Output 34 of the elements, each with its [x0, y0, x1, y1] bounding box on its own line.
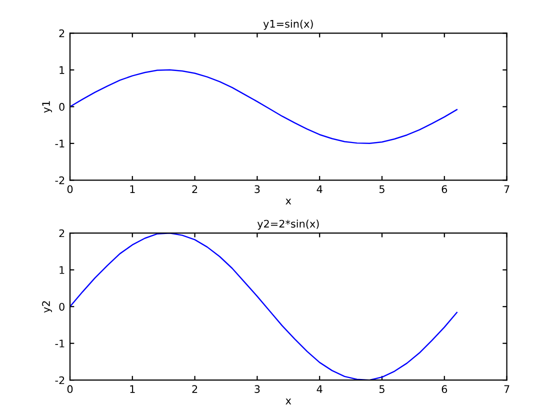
x-tick-label: 5	[379, 185, 384, 194]
x-tick-label: 5	[379, 385, 384, 394]
x-tick-label: 0	[67, 385, 73, 394]
x-tick-label: 7	[504, 185, 510, 193]
x-tick-label: 1	[130, 185, 135, 193]
y-tick-label: 2	[59, 229, 64, 238]
x-tick-label: 3	[254, 385, 260, 394]
x-tick-label: 4	[316, 185, 322, 193]
y-axis-title: y1	[42, 101, 52, 113]
x-axis-title: x	[286, 398, 292, 404]
x-tick-label: 4	[316, 385, 322, 393]
y-tick-label: 0	[59, 102, 64, 111]
chart-title: y2=2*sin(x)	[257, 220, 319, 230]
y-tick-label: 1	[60, 266, 64, 274]
x-tick-label: 0	[67, 185, 73, 194]
x-tick-label: 2	[192, 185, 198, 193]
x-tick-label: 6	[442, 385, 448, 394]
y-axis-title: y2	[42, 301, 52, 313]
y-tick-label: -1	[55, 140, 64, 148]
line-series	[70, 233, 458, 380]
x-tick-label: 3	[254, 185, 260, 194]
y-tick-label: -1	[55, 340, 64, 348]
x-tick-label: 6	[442, 185, 448, 194]
y-tick-label: 1	[60, 66, 64, 74]
y-tick-label: -2	[55, 176, 64, 184]
chart-title: y1=sin(x)	[263, 20, 313, 30]
x-axis-title: x	[286, 198, 292, 204]
y-tick-label: 2	[59, 29, 64, 38]
y-tick-label: 0	[59, 302, 64, 311]
x-tick-label: 2	[192, 385, 198, 393]
x-tick-label: 1	[130, 385, 135, 393]
y-tick-label: -2	[55, 376, 64, 384]
x-tick-label: 7	[504, 385, 510, 393]
line-series	[70, 69, 458, 144]
